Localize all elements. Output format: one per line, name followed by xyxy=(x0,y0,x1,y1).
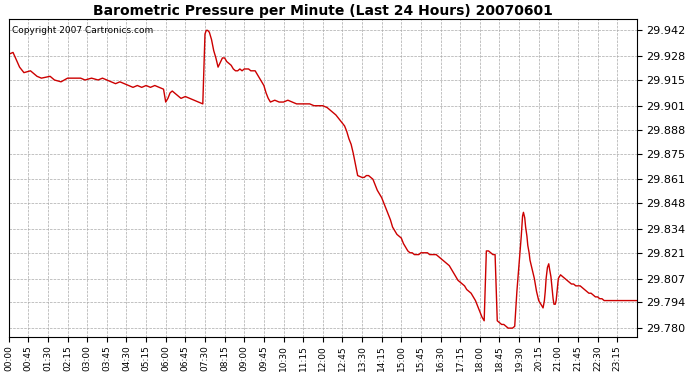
Text: Copyright 2007 Cartronics.com: Copyright 2007 Cartronics.com xyxy=(12,26,153,35)
Title: Barometric Pressure per Minute (Last 24 Hours) 20070601: Barometric Pressure per Minute (Last 24 … xyxy=(93,4,553,18)
